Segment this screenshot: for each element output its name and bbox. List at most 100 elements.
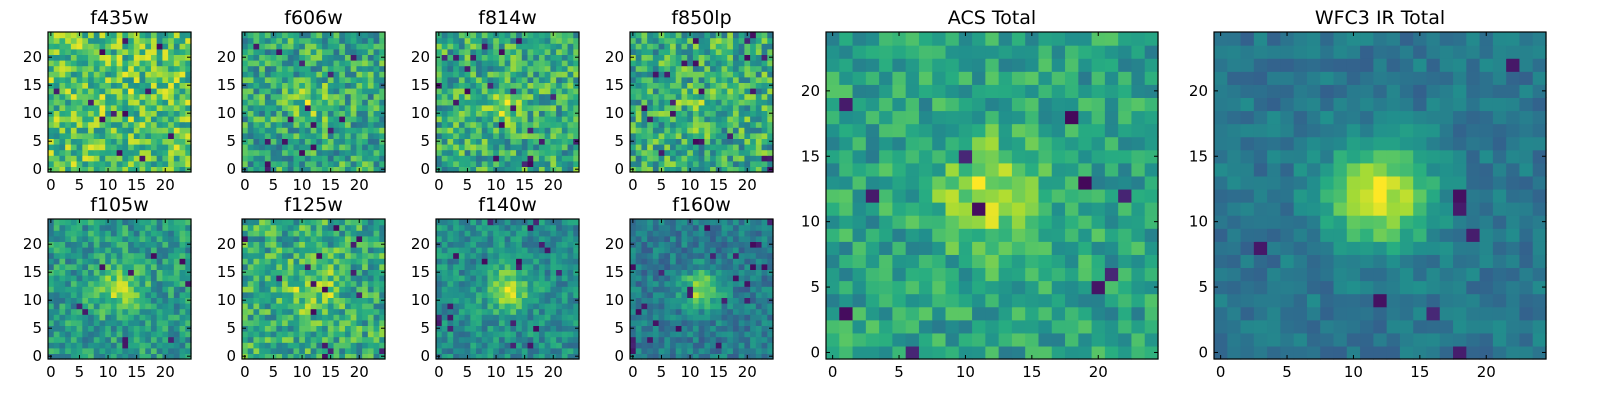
image-pixel [522, 337, 528, 343]
image-pixel [447, 144, 453, 150]
image-pixel [664, 155, 670, 161]
image-pixel [465, 230, 471, 236]
image-pixel [704, 348, 710, 354]
image-pixel [562, 275, 568, 281]
image-cells-f606w [242, 32, 386, 173]
image-pixel [99, 342, 105, 348]
image-pixel [356, 325, 362, 331]
image-pixel [157, 281, 163, 287]
image-pixel [134, 314, 140, 320]
image-pixel [151, 110, 157, 116]
image-pixel [151, 325, 157, 331]
image-pixel [242, 88, 248, 94]
image-pixel [505, 155, 511, 161]
image-pixel [48, 38, 54, 44]
image-pixel [288, 88, 294, 94]
image-pixel [670, 314, 676, 320]
image-pixel [276, 32, 282, 38]
image-pixel [59, 275, 65, 281]
image-pixel [162, 144, 168, 150]
image-pixel [99, 297, 105, 303]
image-pixel [276, 66, 282, 72]
image-pixel [739, 292, 745, 298]
image-pixel [722, 275, 728, 281]
image-pixel [88, 60, 94, 66]
image-pixel [71, 281, 77, 287]
image-pixel [293, 38, 299, 44]
image-pixel [687, 66, 693, 72]
image-pixel [316, 264, 322, 270]
image-pixel [59, 133, 65, 139]
image-pixel [174, 230, 180, 236]
image-pixel [345, 269, 351, 275]
image-pixel [476, 138, 482, 144]
image-pixel [756, 342, 762, 348]
image-pixel [316, 241, 322, 247]
image-pixel [493, 225, 499, 231]
image-pixel [345, 138, 351, 144]
image-pixel [722, 43, 728, 49]
image-pixel [134, 286, 140, 292]
y-tick-label: 20 [23, 48, 42, 66]
image-pixel [288, 253, 294, 259]
image-pixel [265, 49, 271, 55]
image-pixel [505, 99, 511, 105]
x-tick-label: 10 [487, 363, 506, 381]
image-pixel [48, 122, 54, 128]
image-pixel [641, 82, 647, 88]
image-pixel [533, 94, 539, 100]
image-pixel [510, 144, 516, 150]
image-pixel [482, 144, 488, 150]
image-pixel [311, 269, 317, 275]
image-pixel [470, 292, 476, 298]
image-pixel [550, 71, 556, 77]
image-pixel [77, 82, 83, 88]
image-pixel [271, 66, 277, 72]
image-pixel [71, 253, 77, 259]
image-pixel [271, 236, 277, 242]
image-pixel [88, 258, 94, 264]
image-pixel [539, 342, 545, 348]
image-pixel [253, 32, 259, 38]
image-pixel [117, 138, 123, 144]
image-pixel [636, 286, 642, 292]
image-pixel [151, 281, 157, 287]
image-pixel [71, 161, 77, 167]
image-pixel [276, 54, 282, 60]
image-pixel [351, 348, 357, 354]
image-pixel [750, 105, 756, 111]
image-pixel [550, 43, 556, 49]
image-pixel [259, 297, 265, 303]
image-pixel [293, 269, 299, 275]
image-pixel [362, 342, 368, 348]
image-pixel [476, 258, 482, 264]
image-pixel [641, 77, 647, 83]
image-pixel [94, 77, 100, 83]
image-pixel [77, 253, 83, 259]
image-pixel [762, 297, 768, 303]
image-pixel [482, 292, 488, 298]
image-pixel [653, 161, 659, 167]
image-pixel [493, 281, 499, 287]
image-pixel [65, 88, 71, 94]
y-tick-label: 10 [411, 291, 430, 309]
image-pixel [681, 314, 687, 320]
image-pixel [242, 286, 248, 292]
image-pixel [522, 331, 528, 337]
image-pixel [157, 337, 163, 343]
image-pixel [453, 49, 459, 55]
image-pixel [722, 105, 728, 111]
image-pixel [465, 122, 471, 128]
image-pixel [453, 133, 459, 139]
image-pixel [499, 258, 505, 264]
image-pixel [659, 303, 665, 309]
image-pixel [339, 38, 345, 44]
image-pixel [351, 258, 357, 264]
image-pixel [322, 133, 328, 139]
image-pixel [77, 225, 83, 231]
image-pixel [105, 337, 111, 343]
image-pixel [282, 309, 288, 315]
image-pixel [482, 320, 488, 326]
image-pixel [345, 82, 351, 88]
image-pixel [368, 269, 374, 275]
